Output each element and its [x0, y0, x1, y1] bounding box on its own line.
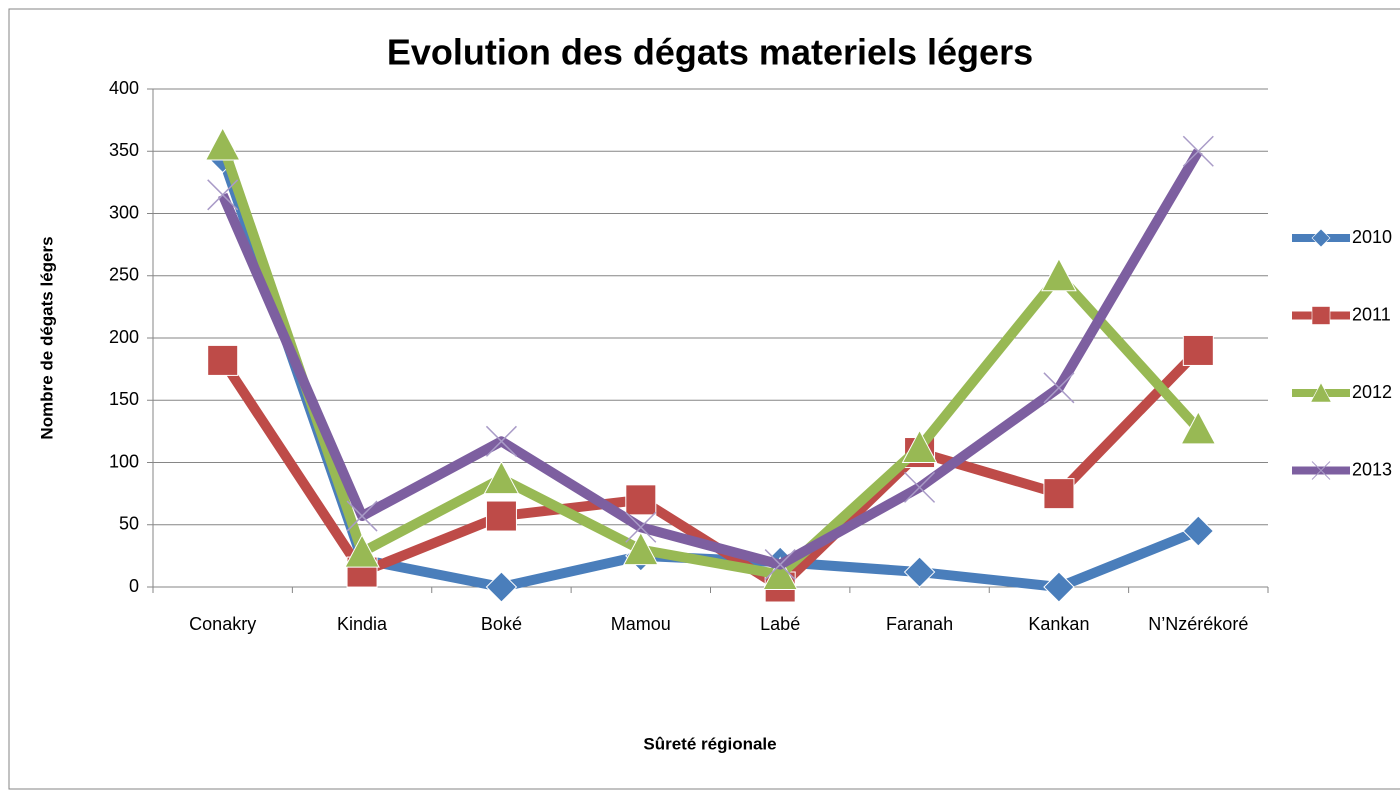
marker: [764, 549, 796, 581]
y-tick-label: 250: [109, 265, 139, 285]
marker: [1311, 306, 1331, 325]
y-tick-label: 0: [129, 576, 139, 596]
marker: [1043, 571, 1075, 603]
y-tick-label: 400: [109, 78, 139, 98]
y-tick-label: 50: [119, 514, 139, 534]
marker: [622, 531, 659, 566]
y-tick-label: 150: [109, 389, 139, 409]
marker: [344, 534, 380, 568]
marker: [1310, 382, 1332, 403]
series: [204, 126, 1217, 591]
legend-label: 2010: [1352, 227, 1392, 247]
marker: [1041, 257, 1077, 292]
x-tick-label: Mamou: [611, 614, 671, 634]
marker: [207, 179, 239, 211]
marker: [204, 126, 241, 161]
y-tick-label: 350: [109, 140, 139, 160]
x-tick-label: Labé: [760, 614, 800, 634]
marker: [207, 344, 239, 376]
x-tick-label: Faranah: [886, 614, 953, 634]
legend-label: 2013: [1352, 459, 1392, 479]
chart-title: Evolution des dégats materiels légers: [387, 32, 1033, 73]
x-tick-label: Kindia: [337, 614, 388, 634]
marker: [346, 500, 378, 532]
marker: [904, 471, 936, 503]
legend-label: 2011: [1352, 304, 1391, 324]
marker: [1043, 372, 1075, 404]
series-line: [217, 143, 1203, 580]
x-tick-label: Kankan: [1028, 614, 1089, 634]
y-axis-label: Nombre de dégats légers: [37, 236, 56, 439]
marker: [485, 425, 517, 457]
marker: [625, 484, 657, 516]
legend-label: 2012: [1352, 382, 1392, 402]
series: [207, 135, 1214, 581]
y-tick-label: 200: [109, 327, 139, 347]
marker: [1182, 135, 1214, 167]
x-tick-label: N’Nzérékoré: [1148, 614, 1248, 634]
marker: [1311, 461, 1331, 480]
marker: [1180, 410, 1217, 445]
marker: [1182, 334, 1214, 366]
chart-border: [8, 8, 1400, 790]
marker: [485, 571, 518, 603]
y-tick-label: 300: [109, 202, 139, 222]
marker: [1311, 228, 1331, 248]
x-tick-label: Boké: [481, 614, 522, 634]
marker: [903, 556, 936, 588]
series-line: [218, 148, 1203, 570]
marker: [1043, 478, 1075, 510]
y-tick-label: 100: [109, 451, 139, 471]
x-axis-label: Sûreté régionale: [643, 734, 776, 753]
marker: [483, 460, 520, 495]
marker: [1182, 515, 1215, 547]
marker: [901, 429, 938, 464]
marker: [485, 500, 517, 532]
x-tick-label: Conakry: [189, 614, 256, 634]
marker: [625, 511, 657, 543]
